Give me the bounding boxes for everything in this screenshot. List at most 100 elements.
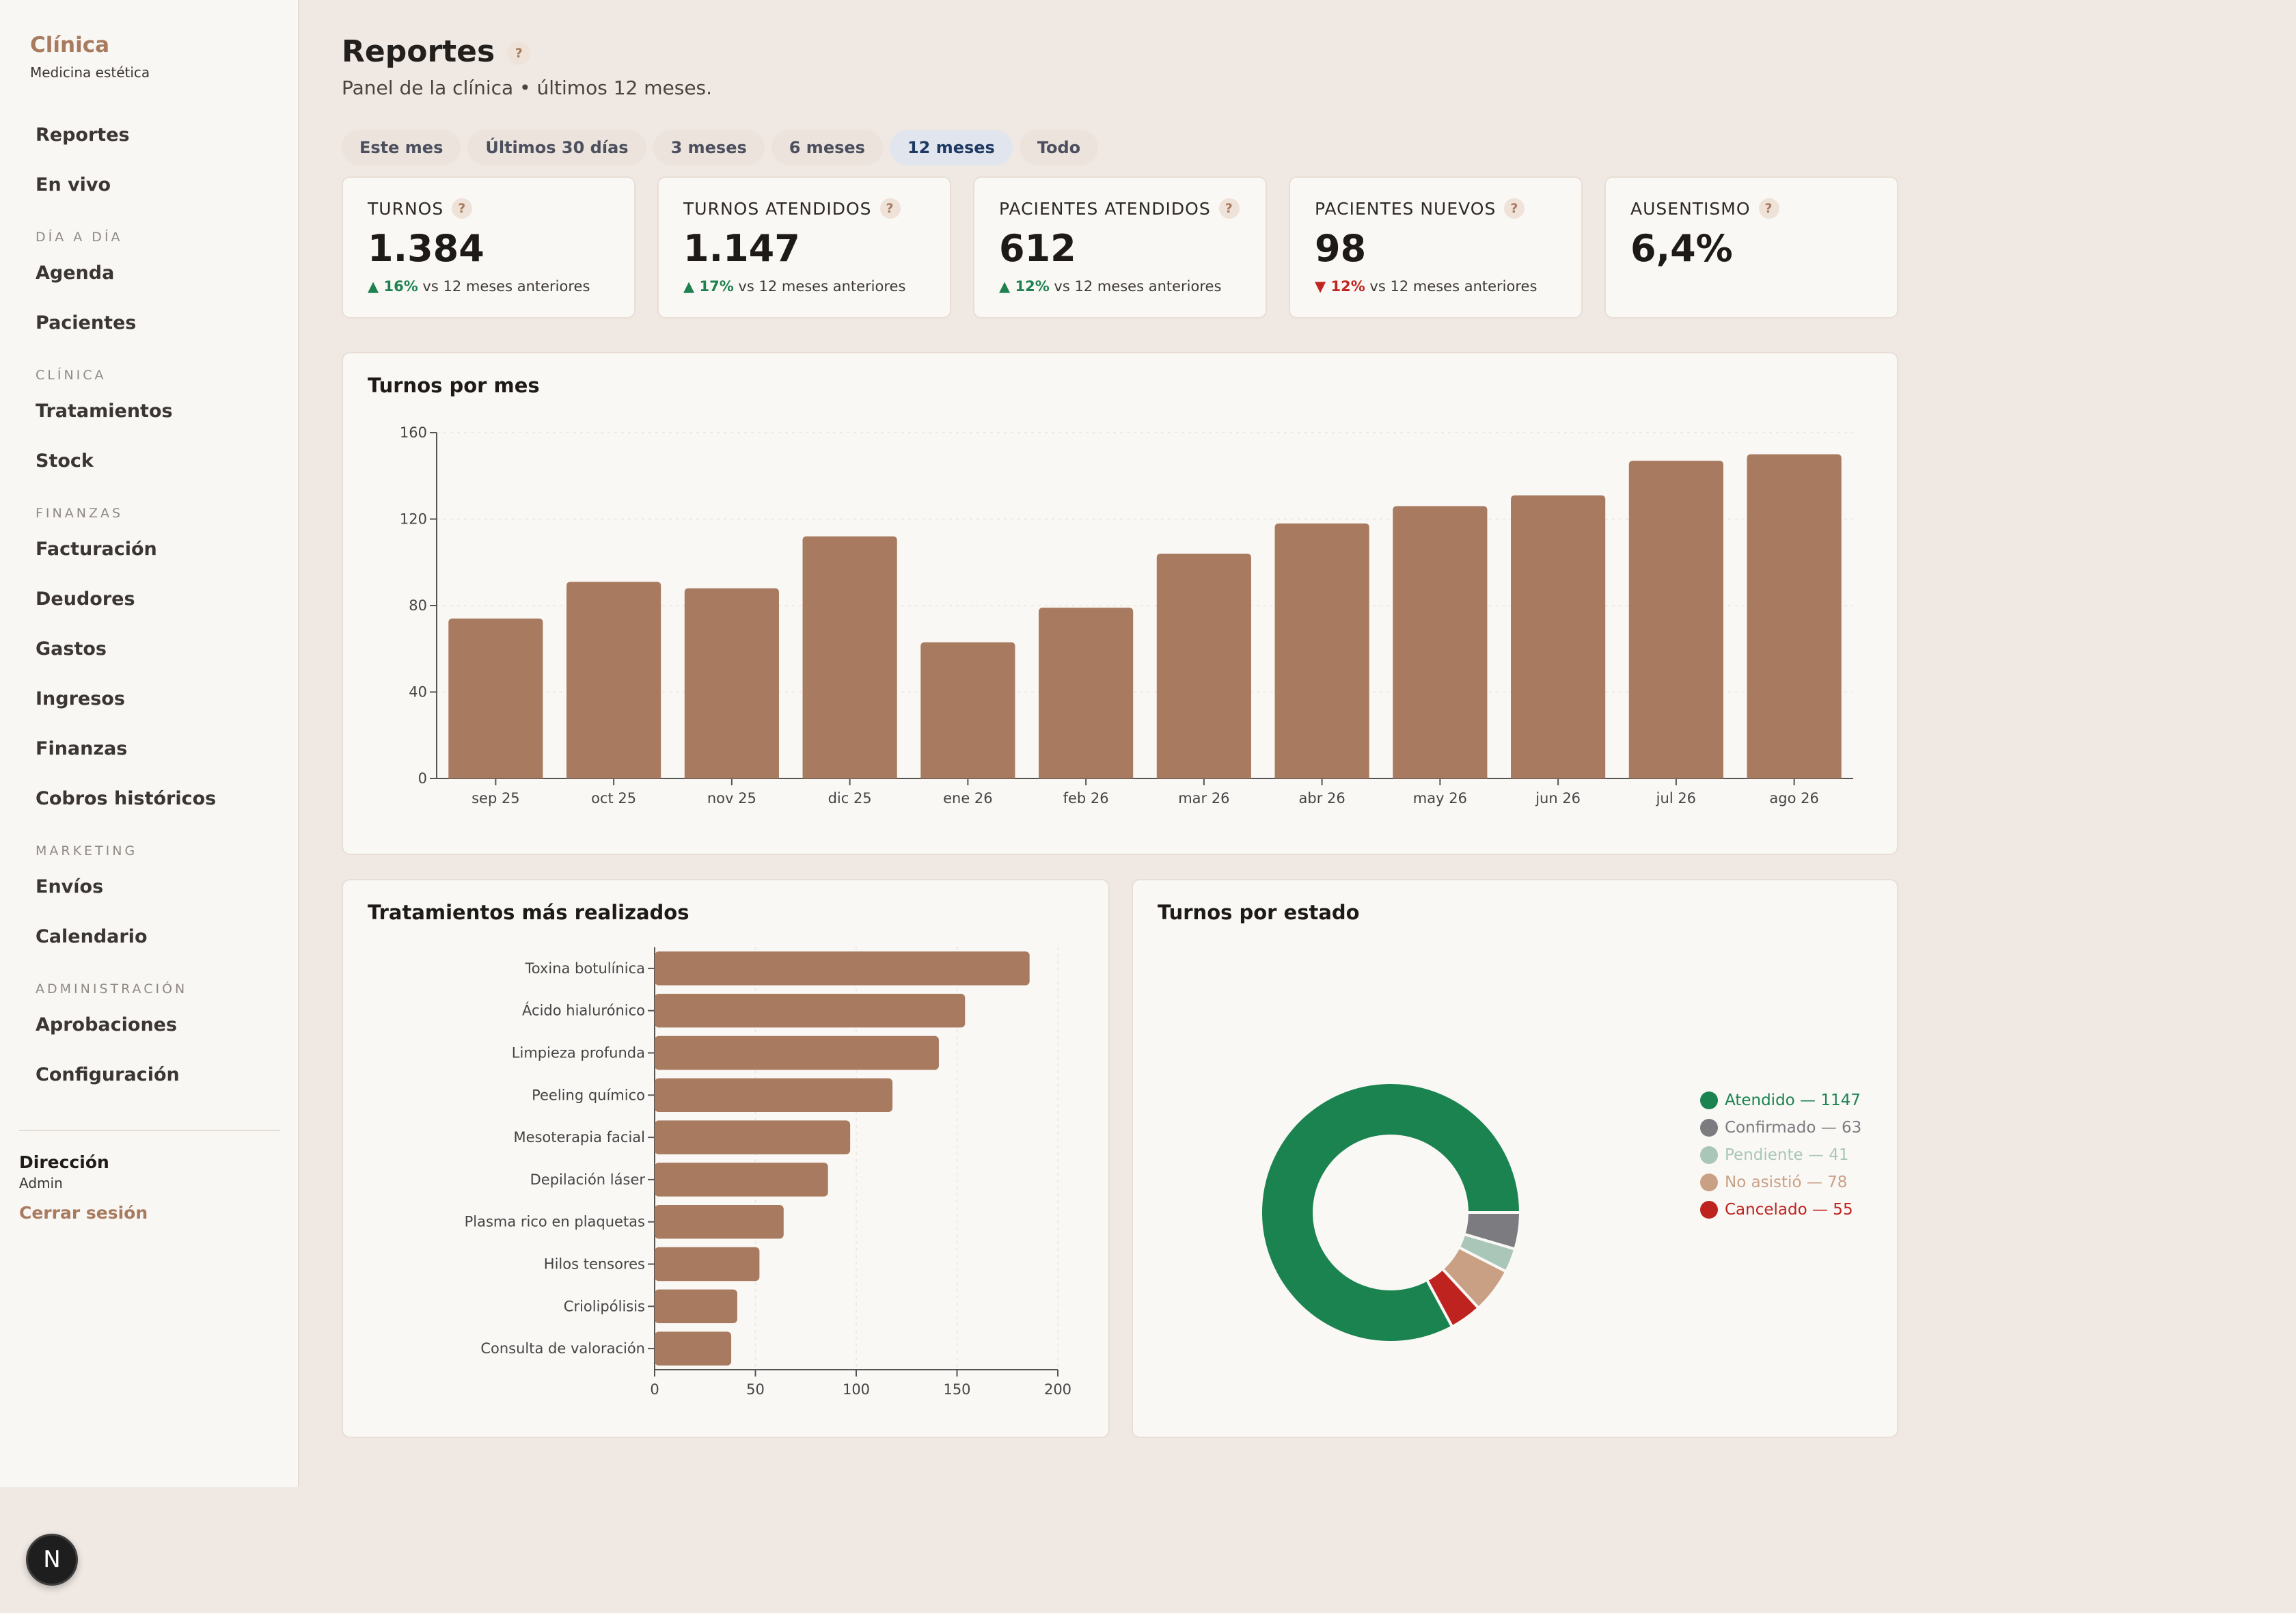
kpi-delta-value: 12% [1330,278,1365,295]
sidebar-item-envios[interactable]: Envíos [36,876,104,897]
chart-card-turnos-por-mes: Turnos por mes 0 40 80 120 160 sep 25 oct 25 no… [342,352,1898,855]
monthly-bar-chart: 0 40 80 120 160 sep 25 oct 25 nov 25 dic 25 ene 2… [400,424,1853,806]
bar [1628,461,1723,778]
kpi-label: TURNOS ATENDIDOS [683,198,872,219]
sidebar-section-finanzas: FINANZAS [36,506,124,521]
kpi-delta-value: 16% [383,278,418,295]
dev-badge-button[interactable]: N [26,1534,78,1586]
y-tick-label: 160 [400,424,427,441]
kpi-card-ausentismo: AUSENTISMO? 6,4% [1604,176,1898,318]
sidebar-item-aprobaciones[interactable]: Aprobaciones [36,1014,178,1035]
sidebar-item-ingresos[interactable]: Ingresos [36,688,125,709]
legend-item: Pendiente — 41 [1700,1141,1861,1169]
tab-12-meses[interactable]: 12 meses [889,130,1013,165]
tab-3-meses[interactable]: 3 meses [653,130,765,165]
sidebar-item-stock[interactable]: Stock [36,450,94,472]
legend-item: Atendido — 1147 [1700,1087,1861,1114]
y-tick-label: Mesoterapia facial [513,1129,645,1146]
help-icon[interactable]: ? [1758,198,1779,219]
status-donut-chart [1259,1081,1522,1344]
bar [655,1204,784,1239]
sidebar-item-agenda[interactable]: Agenda [36,262,115,284]
user-role: Admin [19,1175,63,1191]
tab-ultimos-30-dias[interactable]: Últimos 30 días [467,130,646,165]
legend-label: Confirmado — 63 [1725,1119,1862,1137]
kpi-label: TURNOS [368,198,444,219]
sidebar-item-reportes[interactable]: Reportes [36,124,130,146]
y-tick-label: Limpieza profunda [512,1045,645,1061]
kpi-value: 612 [999,227,1076,270]
legend-dot [1700,1119,1718,1137]
x-tick-label: oct 25 [591,790,636,806]
help-icon[interactable]: ? [1218,198,1240,219]
y-tick-label: 40 [409,684,427,701]
bar [566,582,661,778]
sidebar-item-calendario[interactable]: Calendario [36,926,148,947]
bar [655,951,1030,986]
x-tick-label: 100 [843,1381,870,1398]
tab-este-mes[interactable]: Este mes [342,130,461,165]
bar [655,1247,760,1282]
logout-link[interactable]: Cerrar sesión [19,1203,148,1223]
kpi-label-row: TURNOS? [368,198,473,219]
x-tick-label: jul 26 [1656,790,1696,806]
kpi-label-row: PACIENTES NUEVOS? [1315,198,1525,219]
tab-todo[interactable]: Todo [1019,130,1099,165]
trend-up-icon: ▲ [999,278,1015,295]
y-tick-label: Ácido hialurónico [522,1002,645,1019]
tab-6-meses[interactable]: 6 meses [771,130,883,165]
sidebar-item-deudores[interactable]: Deudores [36,588,135,610]
chart-title: Turnos por mes [368,374,540,397]
help-icon[interactable]: ? [879,198,901,219]
sidebar-item-finanzas[interactable]: Finanzas [36,738,128,759]
sidebar-item-pacientes[interactable]: Pacientes [36,312,137,334]
x-tick-label: may 26 [1413,790,1467,806]
brand-subtitle: Medicina estética [30,64,150,81]
sidebar-item-configuracion[interactable]: Configuración [36,1064,180,1085]
brand-name: Clínica [30,33,109,57]
y-tick-label: Plasma rico en plaquetas [465,1214,645,1230]
help-icon[interactable]: ? [1504,198,1525,219]
sidebar-item-facturacion[interactable]: Facturación [36,539,157,560]
kpi-delta-value: 12% [1015,278,1050,295]
bar [1039,608,1134,778]
kpi-value: 1.147 [683,227,800,270]
kpi-compare: vs 12 meses anteriores [738,278,906,295]
sidebar-item-tratamientos[interactable]: Tratamientos [36,401,173,422]
bar [655,1035,939,1070]
sidebar-item-en-vivo[interactable]: En vivo [36,174,111,195]
bar [1511,495,1606,778]
sidebar-section-marketing: MARKETING [36,843,138,858]
x-tick-label: abr 26 [1299,790,1345,806]
chart-title: Tratamientos más realizados [368,901,689,924]
page-title: Reportes? [342,34,531,69]
x-tick-label: dic 25 [828,790,872,806]
chart-title: Turnos por estado [1158,901,1360,924]
bar [655,1120,851,1154]
page-title-text: Reportes [342,34,495,69]
legend-dot [1700,1174,1718,1191]
kpi-delta: ▲ 17% vs 12 meses anteriores [683,278,905,295]
donut-slice [1259,1081,1522,1344]
bar [684,588,779,778]
y-tick-label: Peeling químico [532,1087,645,1103]
kpi-compare: vs 12 meses anteriores [1054,278,1222,295]
bar [1156,554,1251,778]
help-icon[interactable]: ? [507,42,531,65]
chart-legend: Atendido — 1147 Confirmado — 63 Pendiente … [1700,1087,1861,1223]
sidebar-item-cobros-historicos[interactable]: Cobros históricos [36,788,217,809]
y-tick-label: Depilación láser [530,1171,646,1188]
help-icon[interactable]: ? [452,198,473,219]
sidebar: Clínica Medicina estética Reportes En vi… [0,0,299,1487]
legend-label: Pendiente — 41 [1725,1146,1849,1164]
bar [655,1163,828,1197]
sidebar-item-gastos[interactable]: Gastos [36,638,107,660]
kpi-compare: vs 12 meses anteriores [1369,278,1538,295]
legend-item: Cancelado — 55 [1700,1196,1861,1223]
x-tick-label: 200 [1044,1381,1071,1398]
legend-item: No asistió — 78 [1700,1169,1861,1196]
legend-dot [1700,1201,1718,1219]
kpi-label-row: PACIENTES ATENDIDOS? [999,198,1240,219]
bar [802,536,897,778]
kpi-compare: vs 12 meses anteriores [422,278,590,295]
